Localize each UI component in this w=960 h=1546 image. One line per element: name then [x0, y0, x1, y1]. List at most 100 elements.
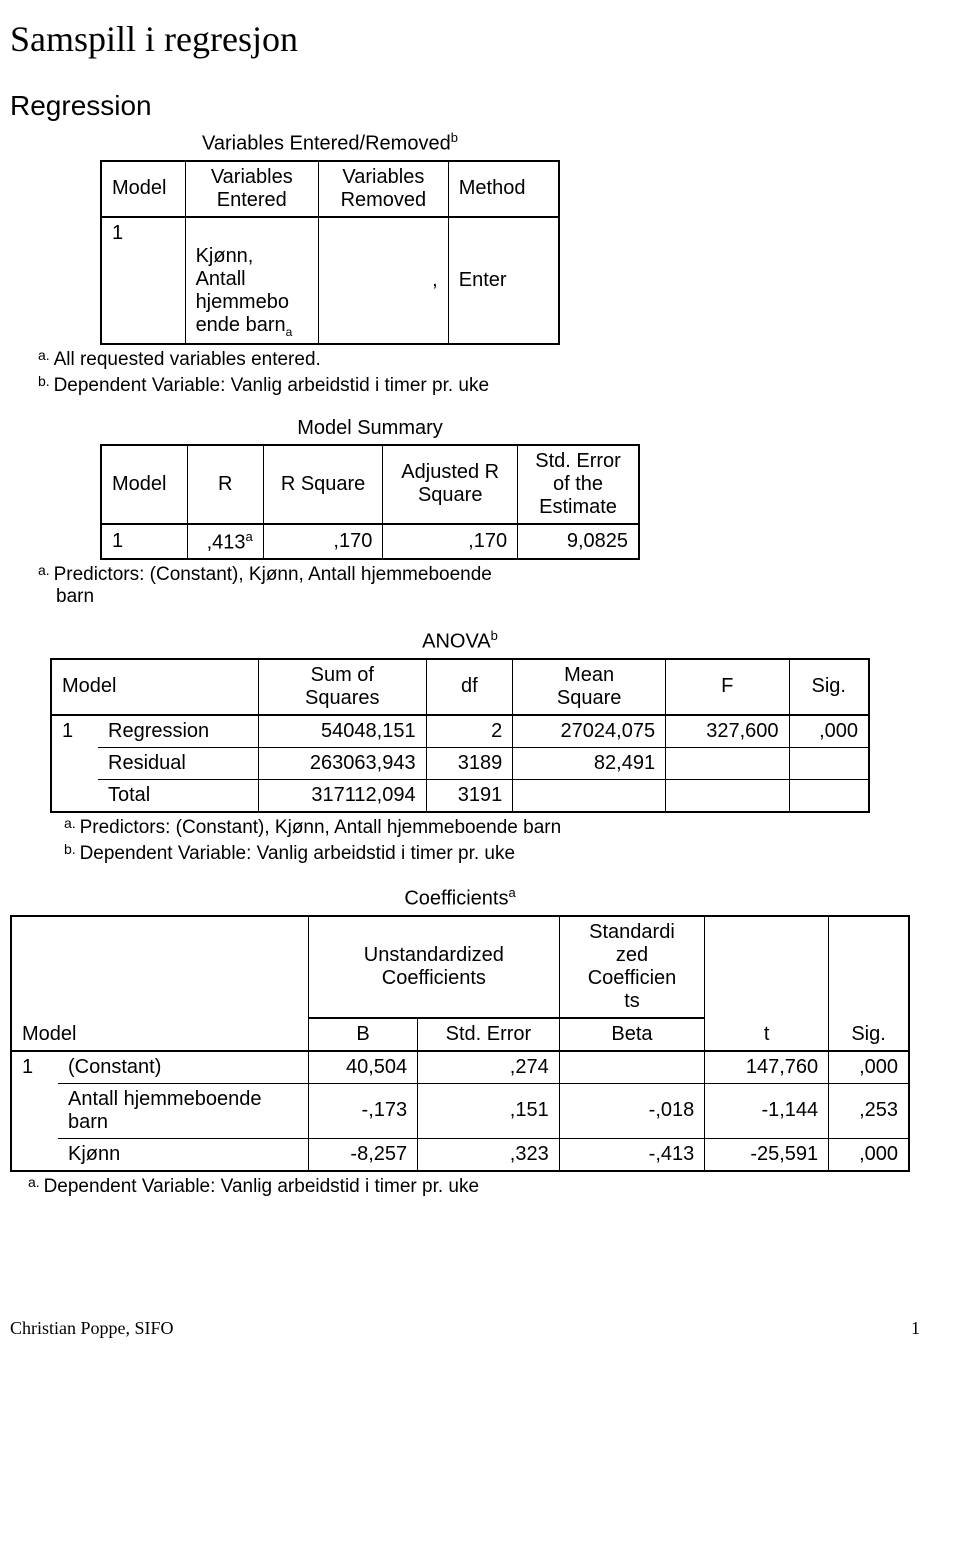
tab2-h5: Std. Error of the Estimate [518, 445, 639, 524]
tab1-note-b-txt: Dependent Variable: Vanlig arbeidstid i … [54, 375, 490, 396]
section-title: Regression [10, 90, 920, 122]
tab3-r1-f [666, 747, 789, 779]
tab1-h4: Method [448, 161, 559, 217]
page-title: Samspill i regresjon [10, 18, 920, 60]
tab1-caption-text: Variables Entered/Removed [202, 133, 451, 155]
tab1-entered: Kjønn, Antall hjemmebo ende barn [196, 245, 289, 336]
tab4-r2-se: ,323 [418, 1138, 560, 1171]
tab3-note-b: b. Dependent Variable: Vanlig arbeidstid… [64, 843, 920, 865]
tab4-r2-label: Kjønn [58, 1138, 309, 1171]
tab4-h6: Sig. [829, 916, 909, 1051]
tab3-caption-sup: b [491, 628, 498, 643]
tab4-r0-t: 147,760 [705, 1051, 829, 1084]
tab3-note-a-txt: Predictors: (Constant), Kjønn, Antall hj… [80, 817, 562, 838]
tab4-h3: Std. Error [418, 1018, 560, 1051]
tab3-r0-ms: 27024,075 [513, 715, 666, 748]
tab2-adjrsq: ,170 [383, 524, 518, 560]
tab3-note-a: a. Predictors: (Constant), Kjønn, Antall… [64, 817, 920, 839]
tab4-h1: Model [11, 916, 309, 1051]
tab3-h6: Sig. [789, 659, 869, 715]
tab1-caption-sup: b [451, 130, 458, 145]
tab4-r0-sig: ,000 [829, 1051, 909, 1084]
tab2-r: ,413 [207, 531, 246, 553]
tab3-h5: F [666, 659, 789, 715]
tab4-gh-std: Standardi zed Coefficien ts [559, 916, 705, 1018]
tab1-model: 1 [101, 217, 185, 344]
tab3-r1-ss: 263063,943 [259, 747, 427, 779]
tab4-r2-b: -8,257 [309, 1138, 418, 1171]
tab3-r0-label: Regression [98, 715, 259, 748]
tab2-h3: R Square [263, 445, 383, 524]
tab2-note-a-txt: Predictors: (Constant), Kjønn, Antall hj… [54, 564, 492, 607]
tab4-caption: Coefficientsa [10, 885, 910, 911]
tab3-r2-df: 3191 [426, 779, 513, 812]
tab4-gh-unstd: Unstandardized Coefficients [309, 916, 560, 1018]
tab4-r0-se: ,274 [418, 1051, 560, 1084]
tab4-r0-b: 40,504 [309, 1051, 418, 1084]
tab4-h4: Beta [559, 1018, 705, 1051]
tab4-r1-beta: -,018 [559, 1083, 705, 1138]
tab4-r0-beta [559, 1051, 705, 1084]
footer-left: Christian Poppe, SIFO [10, 1318, 174, 1339]
tab2-r-cell: ,413a [187, 524, 263, 560]
tab2-stderr: 9,0825 [518, 524, 639, 560]
tab3-r1-ms: 82,491 [513, 747, 666, 779]
tab3-r2-ms [513, 779, 666, 812]
tab1-removed: , [319, 217, 449, 344]
tab3-note-b-txt: Dependent Variable: Vanlig arbeidstid i … [80, 843, 516, 864]
tab1-table: Model Variables Entered Variables Remove… [100, 160, 560, 345]
tab2-model: 1 [101, 524, 187, 560]
tab4-r0-model: 1 [11, 1051, 58, 1171]
tab3-table: Model Sum of Squares df Mean Square F Si… [50, 658, 870, 813]
tab4-r1-b: -,173 [309, 1083, 418, 1138]
tab4-r1-label: Antall hjemmeboende barn [58, 1083, 309, 1138]
tab1-method: Enter [448, 217, 559, 344]
tab3-r2-f [666, 779, 789, 812]
tab1-entered-sup: a [286, 325, 293, 339]
tab3-r0-ss: 54048,151 [259, 715, 427, 748]
tab4-r1-se: ,151 [418, 1083, 560, 1138]
tab3-r0-f: 327,600 [666, 715, 789, 748]
tab2-caption: Model Summary [100, 417, 640, 440]
tab4-note-a: a. Dependent Variable: Vanlig arbeidstid… [28, 1176, 920, 1198]
tab3-r0-df: 2 [426, 715, 513, 748]
tab2-r-sup: a [246, 529, 253, 544]
tab4-note-a-txt: Dependent Variable: Vanlig arbeidstid i … [44, 1176, 480, 1197]
tab3-h4: Mean Square [513, 659, 666, 715]
tab4-caption-sup: a [508, 885, 515, 900]
tab2-h1: Model [101, 445, 187, 524]
tab3-r2-sig [789, 779, 869, 812]
tab3-caption: ANOVAb [50, 628, 870, 654]
tab3-r1-df: 3189 [426, 747, 513, 779]
tab3-r1-sig [789, 747, 869, 779]
tab2-table: Model R R Square Adjusted R Square Std. … [100, 444, 640, 561]
tab4-caption-text: Coefficients [404, 888, 508, 910]
tab3-r1-label: Residual [98, 747, 259, 779]
tab3-r0-model: 1 [51, 715, 98, 812]
tab4-r2-beta: -,413 [559, 1138, 705, 1171]
tab4-table: Model Unstandardized Coefficients Standa… [10, 915, 910, 1172]
tab1-h1: Model [101, 161, 185, 217]
tab3-h2: Sum of Squares [259, 659, 427, 715]
tab3-r2-ss: 317112,094 [259, 779, 427, 812]
tab4-r0-label: (Constant) [58, 1051, 309, 1084]
tab3-r0-sig: ,000 [789, 715, 869, 748]
tab2-rsq: ,170 [263, 524, 383, 560]
tab1-note-a-txt: All requested variables entered. [54, 349, 321, 370]
tab1-note-a: a. All requested variables entered. [38, 349, 920, 371]
tab3-r2-label: Total [98, 779, 259, 812]
tab3-h1: Model [51, 659, 259, 715]
page-footer: Christian Poppe, SIFO 1 [10, 1318, 920, 1339]
tab1-h3: Variables Removed [319, 161, 449, 217]
tab4-h2: B [309, 1018, 418, 1051]
tab3-caption-text: ANOVA [422, 631, 491, 653]
tab4-h5: t [705, 916, 829, 1051]
tab1-h2: Variables Entered [185, 161, 318, 217]
tab2-note-a: a. Predictors: (Constant), Kjønn, Antall… [38, 564, 576, 608]
tab4-r2-t: -25,591 [705, 1138, 829, 1171]
tab1-caption: Variables Entered/Removedb [100, 130, 560, 156]
tab4-r2-sig: ,000 [829, 1138, 909, 1171]
tab3-h3: df [426, 659, 513, 715]
tab2-h2: R [187, 445, 263, 524]
tab1-note-b: b. Dependent Variable: Vanlig arbeidstid… [38, 375, 920, 397]
